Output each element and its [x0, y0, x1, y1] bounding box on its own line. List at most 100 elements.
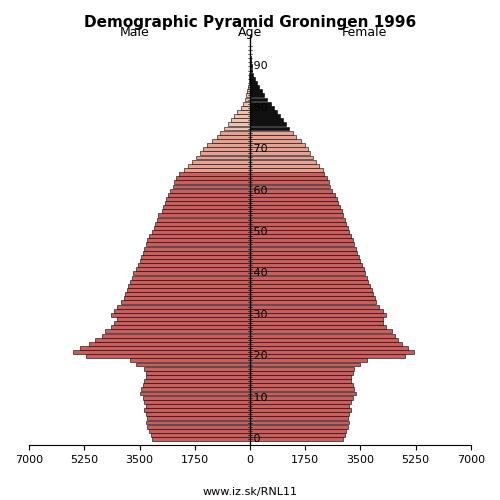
Bar [141, 255, 250, 259]
Bar [136, 268, 250, 272]
Bar [166, 197, 250, 201]
Bar [250, 60, 251, 64]
Bar [146, 371, 250, 375]
Bar [250, 102, 270, 105]
Bar [246, 94, 250, 98]
Bar [250, 366, 354, 370]
Bar [146, 412, 250, 416]
Bar [168, 193, 250, 196]
Bar [250, 226, 348, 230]
Bar [138, 263, 250, 267]
Bar [250, 106, 274, 110]
Text: 90: 90 [250, 62, 268, 72]
Bar [250, 210, 342, 214]
Bar [250, 280, 368, 283]
Bar [250, 276, 367, 280]
Bar [148, 424, 250, 428]
Bar [250, 384, 352, 387]
Bar [172, 184, 250, 188]
Bar [130, 358, 250, 362]
Bar [89, 342, 250, 346]
Bar [250, 176, 328, 180]
Bar [250, 234, 351, 238]
Bar [146, 375, 250, 379]
Bar [118, 317, 250, 321]
Bar [250, 218, 344, 222]
Bar [96, 338, 250, 342]
Bar [228, 122, 250, 126]
Bar [162, 210, 250, 214]
Bar [250, 371, 352, 375]
Text: Male: Male [120, 26, 150, 40]
Bar [142, 396, 250, 400]
Bar [250, 300, 376, 304]
Bar [136, 362, 250, 366]
Bar [128, 284, 250, 288]
Bar [250, 292, 373, 296]
Bar [208, 143, 250, 147]
Text: 60: 60 [250, 186, 268, 196]
Bar [148, 416, 250, 420]
Bar [250, 284, 370, 288]
Bar [165, 201, 250, 205]
Bar [163, 205, 250, 209]
Bar [250, 64, 252, 68]
Bar [250, 429, 346, 433]
Bar [250, 255, 359, 259]
Bar [142, 251, 250, 254]
Bar [250, 268, 364, 272]
Bar [250, 396, 352, 400]
Bar [250, 330, 392, 334]
Text: 50: 50 [250, 227, 268, 237]
Bar [114, 308, 250, 312]
Bar [142, 384, 250, 387]
Bar [250, 214, 343, 218]
Bar [250, 263, 362, 267]
Bar [250, 110, 277, 114]
Bar [157, 218, 250, 222]
Text: 40: 40 [250, 268, 268, 278]
Bar [144, 366, 250, 370]
Bar [250, 334, 395, 338]
Bar [217, 135, 250, 139]
Bar [250, 388, 354, 392]
Bar [250, 437, 343, 441]
Bar [250, 346, 408, 350]
Bar [250, 118, 283, 122]
Bar [250, 90, 262, 93]
Bar [196, 156, 250, 160]
Bar [250, 321, 382, 325]
Bar [132, 276, 250, 280]
Bar [249, 77, 250, 81]
Bar [250, 172, 324, 176]
Bar [250, 420, 350, 424]
Bar [156, 222, 250, 226]
Bar [250, 362, 360, 366]
Bar [250, 317, 382, 321]
Bar [250, 184, 330, 188]
Bar [176, 176, 250, 180]
Bar [174, 180, 250, 184]
Bar [250, 143, 305, 147]
Bar [150, 433, 250, 437]
Text: 20: 20 [250, 351, 268, 361]
Text: 0: 0 [250, 434, 260, 444]
Bar [250, 222, 346, 226]
Bar [250, 135, 296, 139]
Bar [152, 230, 250, 234]
Bar [86, 354, 250, 358]
Bar [202, 147, 250, 151]
Bar [140, 259, 250, 263]
Bar [238, 110, 250, 114]
Bar [250, 259, 360, 263]
Bar [250, 326, 386, 329]
Bar [120, 300, 250, 304]
Bar [250, 375, 351, 379]
Bar [250, 130, 292, 134]
Bar [170, 188, 250, 192]
Text: www.iz.sk/RNL11: www.iz.sk/RNL11 [202, 488, 298, 498]
Bar [111, 313, 250, 317]
Bar [149, 234, 250, 238]
Bar [250, 114, 280, 118]
Bar [250, 98, 268, 102]
